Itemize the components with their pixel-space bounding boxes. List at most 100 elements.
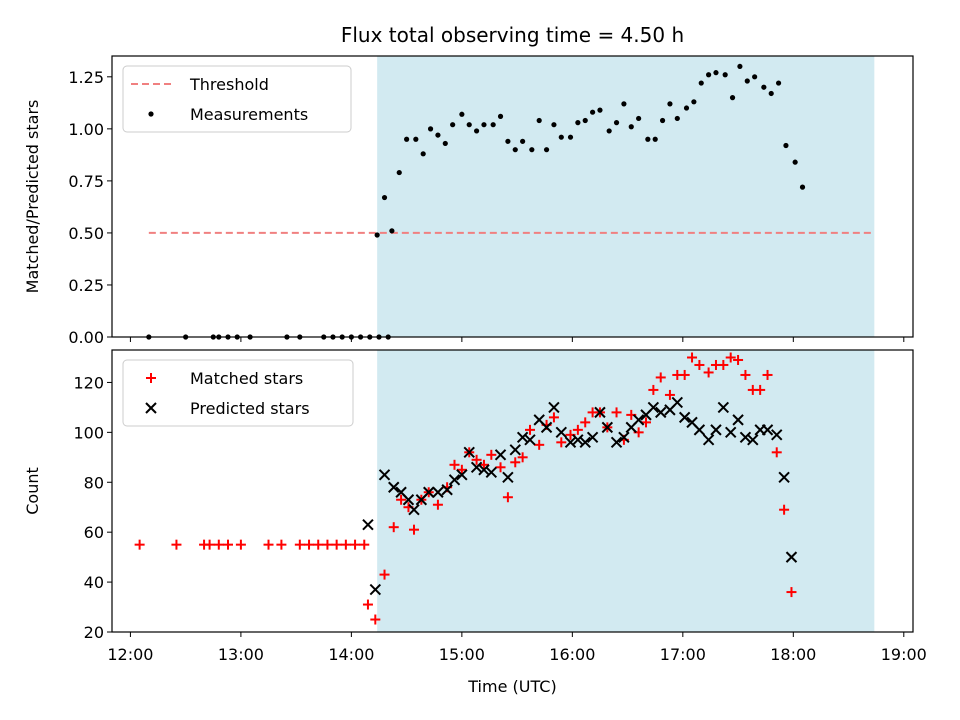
- x-b: [586, 431, 599, 444]
- measurement-point: [691, 99, 697, 105]
- x-b: [686, 416, 698, 429]
- measurement-point: [427, 126, 434, 132]
- matched-star-point: [449, 459, 460, 470]
- x-b: [388, 481, 400, 493]
- matched-star-point: [408, 524, 419, 535]
- matched-star-point: [235, 539, 246, 550]
- predicted-star-point: [671, 396, 684, 409]
- measurement-point: [497, 113, 504, 119]
- measurement-point: [481, 122, 487, 128]
- y-tick-label: 0.00: [68, 328, 104, 347]
- legend-box: [122, 359, 354, 427]
- predicted-star-point: [618, 431, 630, 444]
- predicted-star-point: [485, 466, 498, 478]
- x-b: [485, 466, 498, 478]
- measurement-point: [667, 101, 673, 107]
- predicted-star-point: [362, 518, 374, 531]
- x-b: [533, 414, 545, 426]
- x-b: [470, 461, 483, 473]
- measurement-point: [645, 136, 651, 142]
- legend-measurement-swatch: [148, 111, 154, 117]
- matched-star-point: [786, 587, 797, 598]
- measurement-point: [744, 78, 750, 84]
- bottom-panel: 20 40 60 80 100 120 12:00 13:00 14:00 15:00 16:00 1…: [23, 349, 927, 696]
- predicted-star-point: [478, 464, 490, 476]
- measurement-point: [737, 63, 743, 70]
- measurement-point: [722, 72, 728, 78]
- matched-star-point: [664, 389, 675, 400]
- predicted-star-point: [388, 481, 400, 493]
- x-b: [555, 426, 568, 439]
- matched-star-point: [340, 539, 351, 550]
- measurement-point: [590, 109, 596, 115]
- chart-title: Flux total observing time = 4.50 h: [341, 23, 684, 47]
- measurement-point: [628, 124, 634, 130]
- legend: Matched stars Predicted stars: [122, 359, 354, 427]
- x-b: [601, 421, 614, 434]
- measurement-point: [575, 120, 581, 126]
- measurement-point: [459, 111, 465, 117]
- x-b: [502, 471, 514, 483]
- predicted-star-point: [601, 421, 614, 434]
- x-b: [678, 411, 691, 424]
- measurement-point: [520, 138, 526, 144]
- observing-window-shade: [377, 350, 875, 632]
- x-b: [516, 431, 529, 444]
- x-b: [579, 436, 591, 449]
- predicted-star-point: [470, 461, 483, 473]
- x-b: [423, 486, 435, 498]
- matched-star-point: [432, 499, 443, 510]
- predicted-star-point: [771, 429, 783, 441]
- predicted-star-point: [463, 446, 475, 459]
- x-b: [509, 444, 521, 456]
- x-b: [778, 471, 790, 483]
- x-b: [771, 429, 783, 441]
- predicted-star-point: [524, 434, 536, 446]
- x-b: [408, 504, 420, 516]
- x-b: [369, 583, 382, 596]
- x-tick-label: 17:00: [660, 645, 706, 664]
- measurement-point: [490, 122, 496, 128]
- predicted-star-point: [402, 494, 415, 506]
- measurement-point: [404, 136, 410, 142]
- matched-star-point: [548, 412, 559, 423]
- measurement-point: [442, 140, 448, 147]
- legend-label: Predicted stars: [190, 399, 310, 418]
- measurement-point: [466, 122, 472, 128]
- x-tick-label: 19:00: [881, 645, 927, 664]
- measurement-point: [761, 84, 767, 90]
- predicted-star-point: [655, 406, 667, 419]
- y-axis-title: Count: [23, 467, 42, 515]
- matched-star-point: [694, 359, 705, 370]
- x-axis-title: Time (UTC): [467, 677, 556, 696]
- y-axis-title: Matched/Predicted stars: [23, 100, 42, 294]
- predicted-star-point: [732, 414, 744, 426]
- matched-star-point: [495, 462, 506, 473]
- measurement-point: [473, 128, 480, 134]
- measurement-point: [567, 134, 574, 140]
- legend-label: Measurements: [190, 105, 308, 124]
- legend-label: Threshold: [189, 75, 269, 94]
- matched-star-point: [648, 384, 659, 395]
- y-tick-label: 40: [84, 573, 104, 592]
- measurement-point: [450, 122, 456, 128]
- matched-star-point: [762, 369, 773, 380]
- measurement-point: [752, 74, 758, 80]
- matched-star-point: [703, 367, 714, 378]
- top-panel: 0.00 0.25 0.50 0.75 1.00 1.25 Matched/Predicte…: [23, 23, 914, 347]
- predicted-star-point: [632, 414, 645, 426]
- series-predicted-stars: [362, 396, 798, 596]
- matched-star-point: [572, 424, 583, 435]
- measurement-point: [413, 136, 419, 142]
- y-tick-label: 0.50: [68, 224, 104, 243]
- x-b: [448, 474, 461, 486]
- predicted-star-point: [516, 431, 529, 444]
- matched-star-point: [313, 539, 324, 550]
- matched-star-point: [524, 424, 535, 435]
- measurement-point: [435, 132, 441, 138]
- predicted-star-point: [761, 424, 774, 436]
- measurement-point: [775, 80, 782, 86]
- measurement-point: [621, 101, 627, 107]
- matched-star-point: [718, 359, 729, 370]
